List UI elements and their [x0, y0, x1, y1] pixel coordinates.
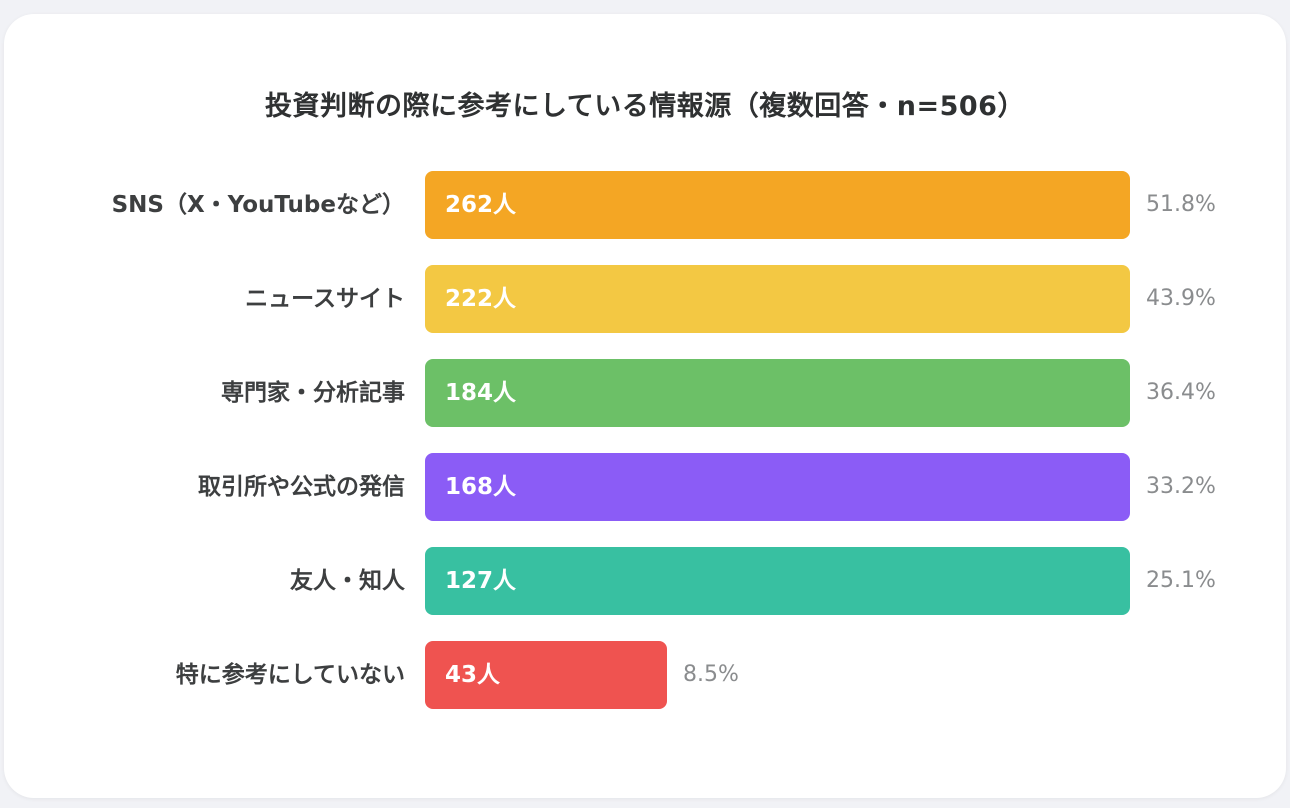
- count-label: 43人: [445, 662, 501, 688]
- bar: 168人: [425, 453, 1130, 521]
- bar-row: 専門家・分析記事 184人 36.4%: [0, 359, 1290, 427]
- count-label: 262人: [445, 192, 517, 218]
- category-label: 特に参考にしていない: [175, 662, 405, 688]
- category-label: ニュースサイト: [245, 286, 405, 312]
- category-label: 友人・知人: [290, 568, 405, 594]
- percent-label: 51.8%: [1146, 192, 1216, 217]
- bar: 262人: [425, 171, 1130, 239]
- bar-row: 特に参考にしていない 43人 8.5%: [0, 641, 1290, 709]
- bar-row: 友人・知人 127人 25.1%: [0, 547, 1290, 615]
- percent-label: 25.1%: [1146, 568, 1216, 593]
- bar: 127人: [425, 547, 1130, 615]
- percent-label: 33.2%: [1146, 474, 1216, 499]
- count-label: 222人: [445, 286, 517, 312]
- percent-label: 43.9%: [1146, 286, 1216, 311]
- bar: 43人: [425, 641, 667, 709]
- category-label: 専門家・分析記事: [221, 380, 405, 406]
- bar-row: SNS（X・YouTubeなど） 262人 51.8%: [0, 171, 1290, 239]
- count-label: 168人: [445, 474, 517, 500]
- bar-row: ニュースサイト 222人 43.9%: [0, 265, 1290, 333]
- count-label: 127人: [445, 568, 517, 594]
- category-label: 取引所や公式の発信: [198, 474, 405, 500]
- category-label: SNS（X・YouTubeなど）: [111, 192, 405, 218]
- percent-label: 8.5%: [683, 662, 739, 687]
- bar: 222人: [425, 265, 1130, 333]
- percent-label: 36.4%: [1146, 380, 1216, 405]
- count-label: 184人: [445, 380, 517, 406]
- bar-row: 取引所や公式の発信 168人 33.2%: [0, 453, 1290, 521]
- chart-title: 投資判断の際に参考にしている情報源（複数回答・n=506）: [265, 91, 1025, 122]
- bar: 184人: [425, 359, 1130, 427]
